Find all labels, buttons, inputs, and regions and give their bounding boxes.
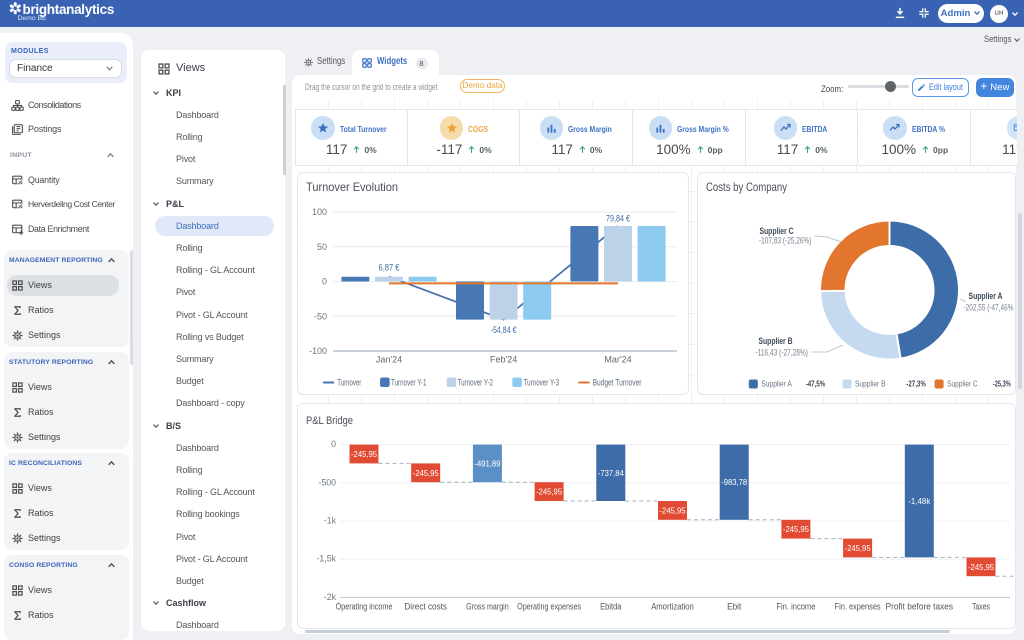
svg-text:Costs by Company: Costs by Company <box>706 180 787 194</box>
svg-text:Turnover Y-2: Turnover Y-2 <box>458 378 494 388</box>
svg-text:Supplier C: Supplier C <box>947 379 978 389</box>
svg-text:-245,95: -245,95 <box>536 487 562 497</box>
svg-text:-245,95: -245,95 <box>660 505 686 515</box>
svg-text:-54,84 €: -54,84 € <box>491 325 518 335</box>
svg-text:-1,48k: -1,48k <box>908 496 931 506</box>
svg-text:0: 0 <box>322 277 327 287</box>
svg-text:-202,55 (-47,46%: -202,55 (-47,46% <box>963 303 1013 313</box>
svg-text:-245,95: -245,95 <box>413 468 439 478</box>
svg-text:Supplier A: Supplier A <box>761 379 792 389</box>
svg-text:Ebitda: Ebitda <box>600 602 621 612</box>
svg-text:100: 100 <box>312 207 327 217</box>
svg-text:-50: -50 <box>314 311 327 321</box>
svg-text:-245,95: -245,95 <box>351 449 377 459</box>
svg-text:Fin. expenses: Fin. expenses <box>835 602 882 612</box>
svg-text:Turnover Evolution: Turnover Evolution <box>306 180 398 194</box>
svg-text:Profit before taxes: Profit before taxes <box>886 602 954 612</box>
svg-text:-1,5k: -1,5k <box>316 554 336 564</box>
svg-text:Feb'24: Feb'24 <box>490 355 517 365</box>
svg-text:-27,3%: -27,3% <box>906 379 926 389</box>
svg-text:Gross margin: Gross margin <box>466 602 509 612</box>
svg-text:-116,43 (-27,28%): -116,43 (-27,28%) <box>755 348 808 358</box>
svg-text:Turnover Y-1: Turnover Y-1 <box>391 378 427 388</box>
svg-text:Turnover: Turnover <box>337 378 361 388</box>
svg-text:-107,83 (-25,26%): -107,83 (-25,26%) <box>759 235 812 245</box>
svg-text:0: 0 <box>331 439 336 449</box>
svg-text:-1k: -1k <box>324 516 337 526</box>
svg-text:Supplier B: Supplier B <box>758 336 792 346</box>
svg-text:Supplier C: Supplier C <box>759 226 793 236</box>
svg-text:79,84 €: 79,84 € <box>606 214 631 224</box>
svg-text:Taxes: Taxes <box>972 602 990 612</box>
svg-text:-737,84: -737,84 <box>598 468 624 478</box>
svg-text:P&L Bridge: P&L Bridge <box>306 415 353 427</box>
svg-text:Turnover Y-3: Turnover Y-3 <box>524 378 560 388</box>
svg-text:6,87 €: 6,87 € <box>379 263 401 273</box>
svg-text:-491,89: -491,89 <box>474 458 500 468</box>
svg-text:-500: -500 <box>318 477 336 487</box>
svg-text:Direct costs: Direct costs <box>404 602 447 612</box>
svg-text:-100: -100 <box>309 346 327 356</box>
svg-text:Operating income: Operating income <box>336 602 393 612</box>
svg-text:Budget Turnover: Budget Turnover <box>593 378 642 388</box>
svg-text:-245,95: -245,95 <box>783 524 809 534</box>
svg-text:Mar'24: Mar'24 <box>604 355 631 365</box>
svg-text:Ebit: Ebit <box>727 602 742 612</box>
svg-text:Fin. income: Fin. income <box>776 602 815 612</box>
svg-text:50: 50 <box>317 242 327 252</box>
svg-text:Jan'24: Jan'24 <box>376 355 402 365</box>
svg-text:Supplier A: Supplier A <box>968 291 1002 301</box>
svg-text:-245,95: -245,95 <box>968 562 994 572</box>
svg-text:-47,5%: -47,5% <box>805 379 825 389</box>
svg-text:Operating expenses: Operating expenses <box>517 602 581 612</box>
svg-text:-245,95: -245,95 <box>845 543 871 553</box>
svg-text:-25,3%: -25,3% <box>992 379 1010 389</box>
svg-text:-2k: -2k <box>324 592 337 602</box>
svg-text:Supplier B: Supplier B <box>855 379 886 389</box>
svg-text:Amortization: Amortization <box>651 602 694 612</box>
svg-text:-983,78: -983,78 <box>721 477 747 487</box>
